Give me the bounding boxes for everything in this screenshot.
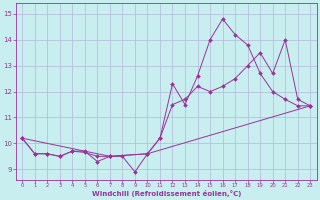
X-axis label: Windchill (Refroidissement éolien,°C): Windchill (Refroidissement éolien,°C) [92, 190, 241, 197]
